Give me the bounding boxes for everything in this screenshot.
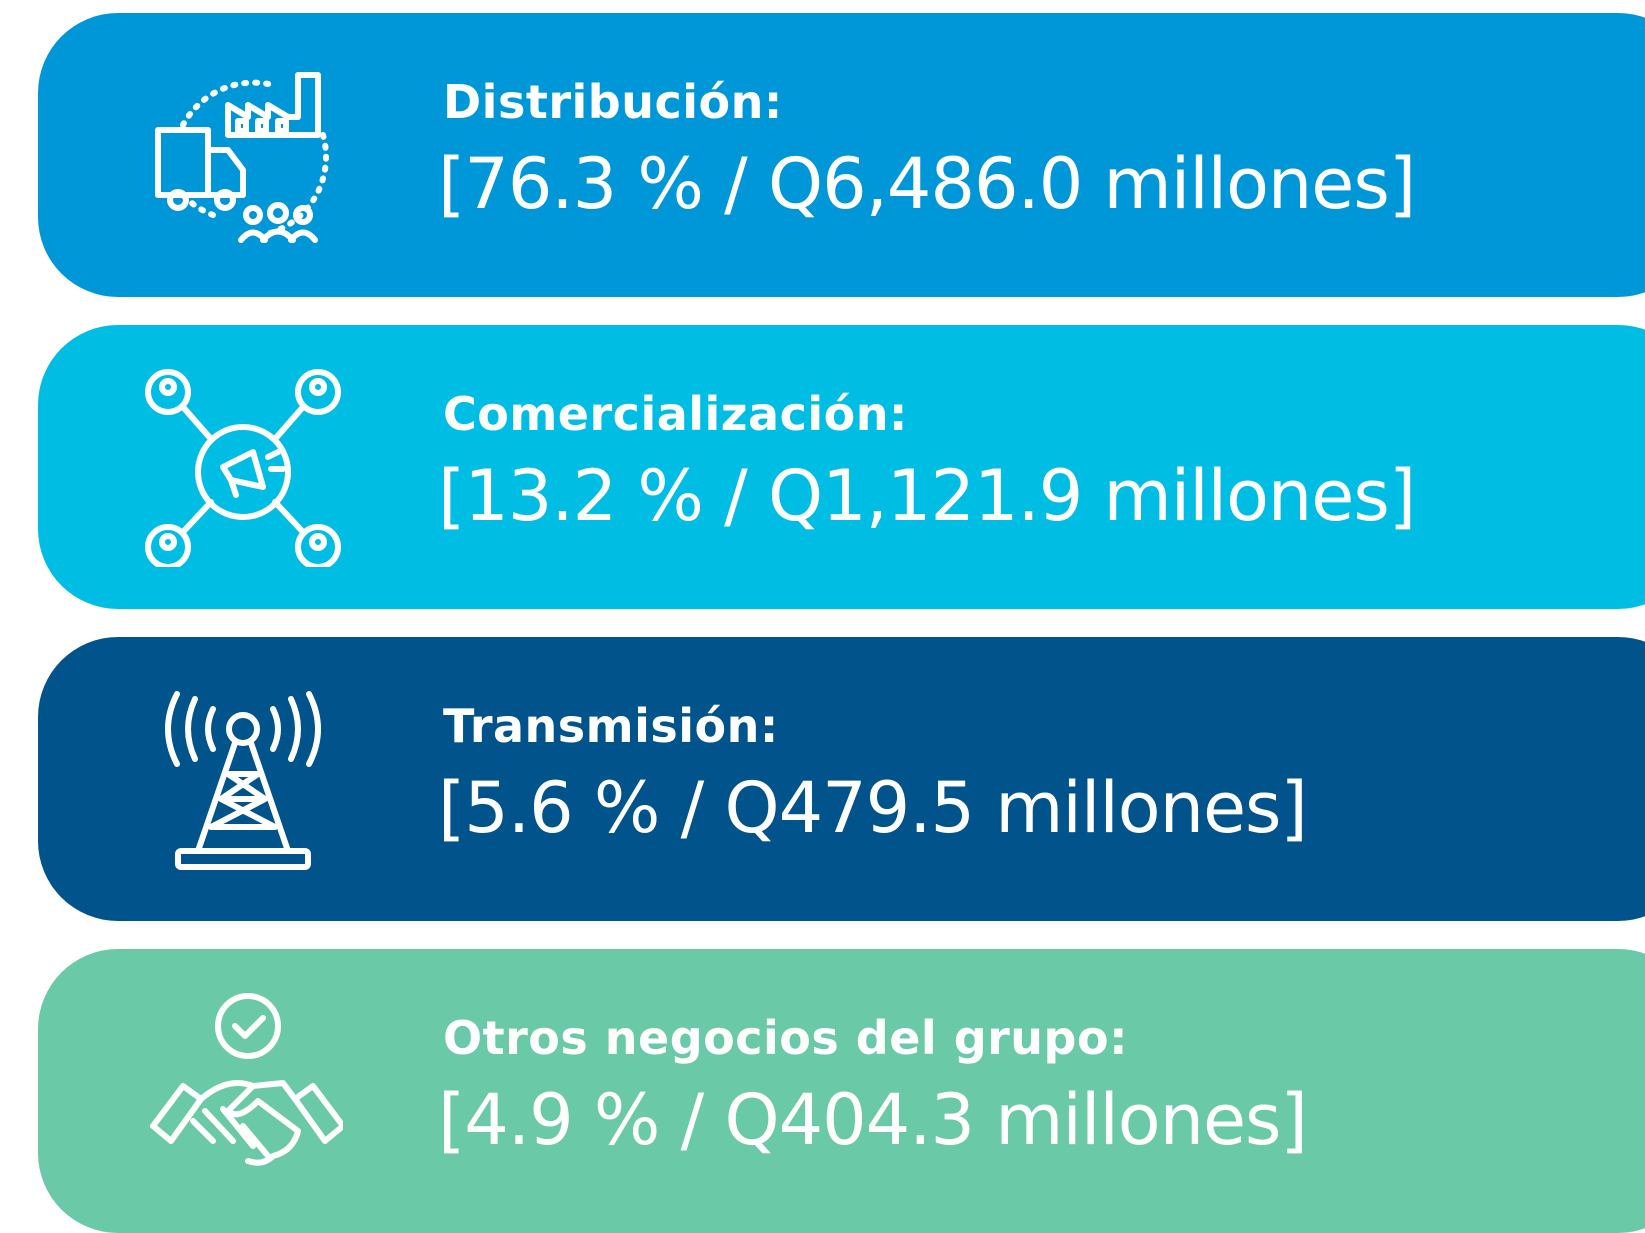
segment-card: Otros negocios del grupo: [4.9 % / Q404.… <box>38 949 1645 1233</box>
segment-detail: [4.9 % / Q404.3 millones] <box>438 1079 1308 1161</box>
segment-title: Transmisión: <box>443 699 779 753</box>
distribution-icon <box>155 72 330 243</box>
segment-title: Comercialización: <box>443 387 908 441</box>
marketing-icon <box>145 369 341 567</box>
segment-card: Distribución: [76.3 % / Q6,486.0 millone… <box>38 13 1645 297</box>
handshake-icon <box>150 993 343 1166</box>
transmission-icon <box>165 691 321 870</box>
segment-title: Otros negocios del grupo: <box>443 1011 1128 1065</box>
segment-detail: [5.6 % / Q479.5 millones] <box>438 767 1308 849</box>
segment-title: Distribución: <box>443 75 783 129</box>
segment-card: Comercialización: [13.2 % / Q1,121.9 mil… <box>38 325 1645 609</box>
segment-detail: [13.2 % / Q1,121.9 millones] <box>438 455 1416 537</box>
segment-detail: [76.3 % / Q6,486.0 millones] <box>438 143 1416 225</box>
segment-card: Transmisión: [5.6 % / Q479.5 millones] <box>38 637 1645 921</box>
